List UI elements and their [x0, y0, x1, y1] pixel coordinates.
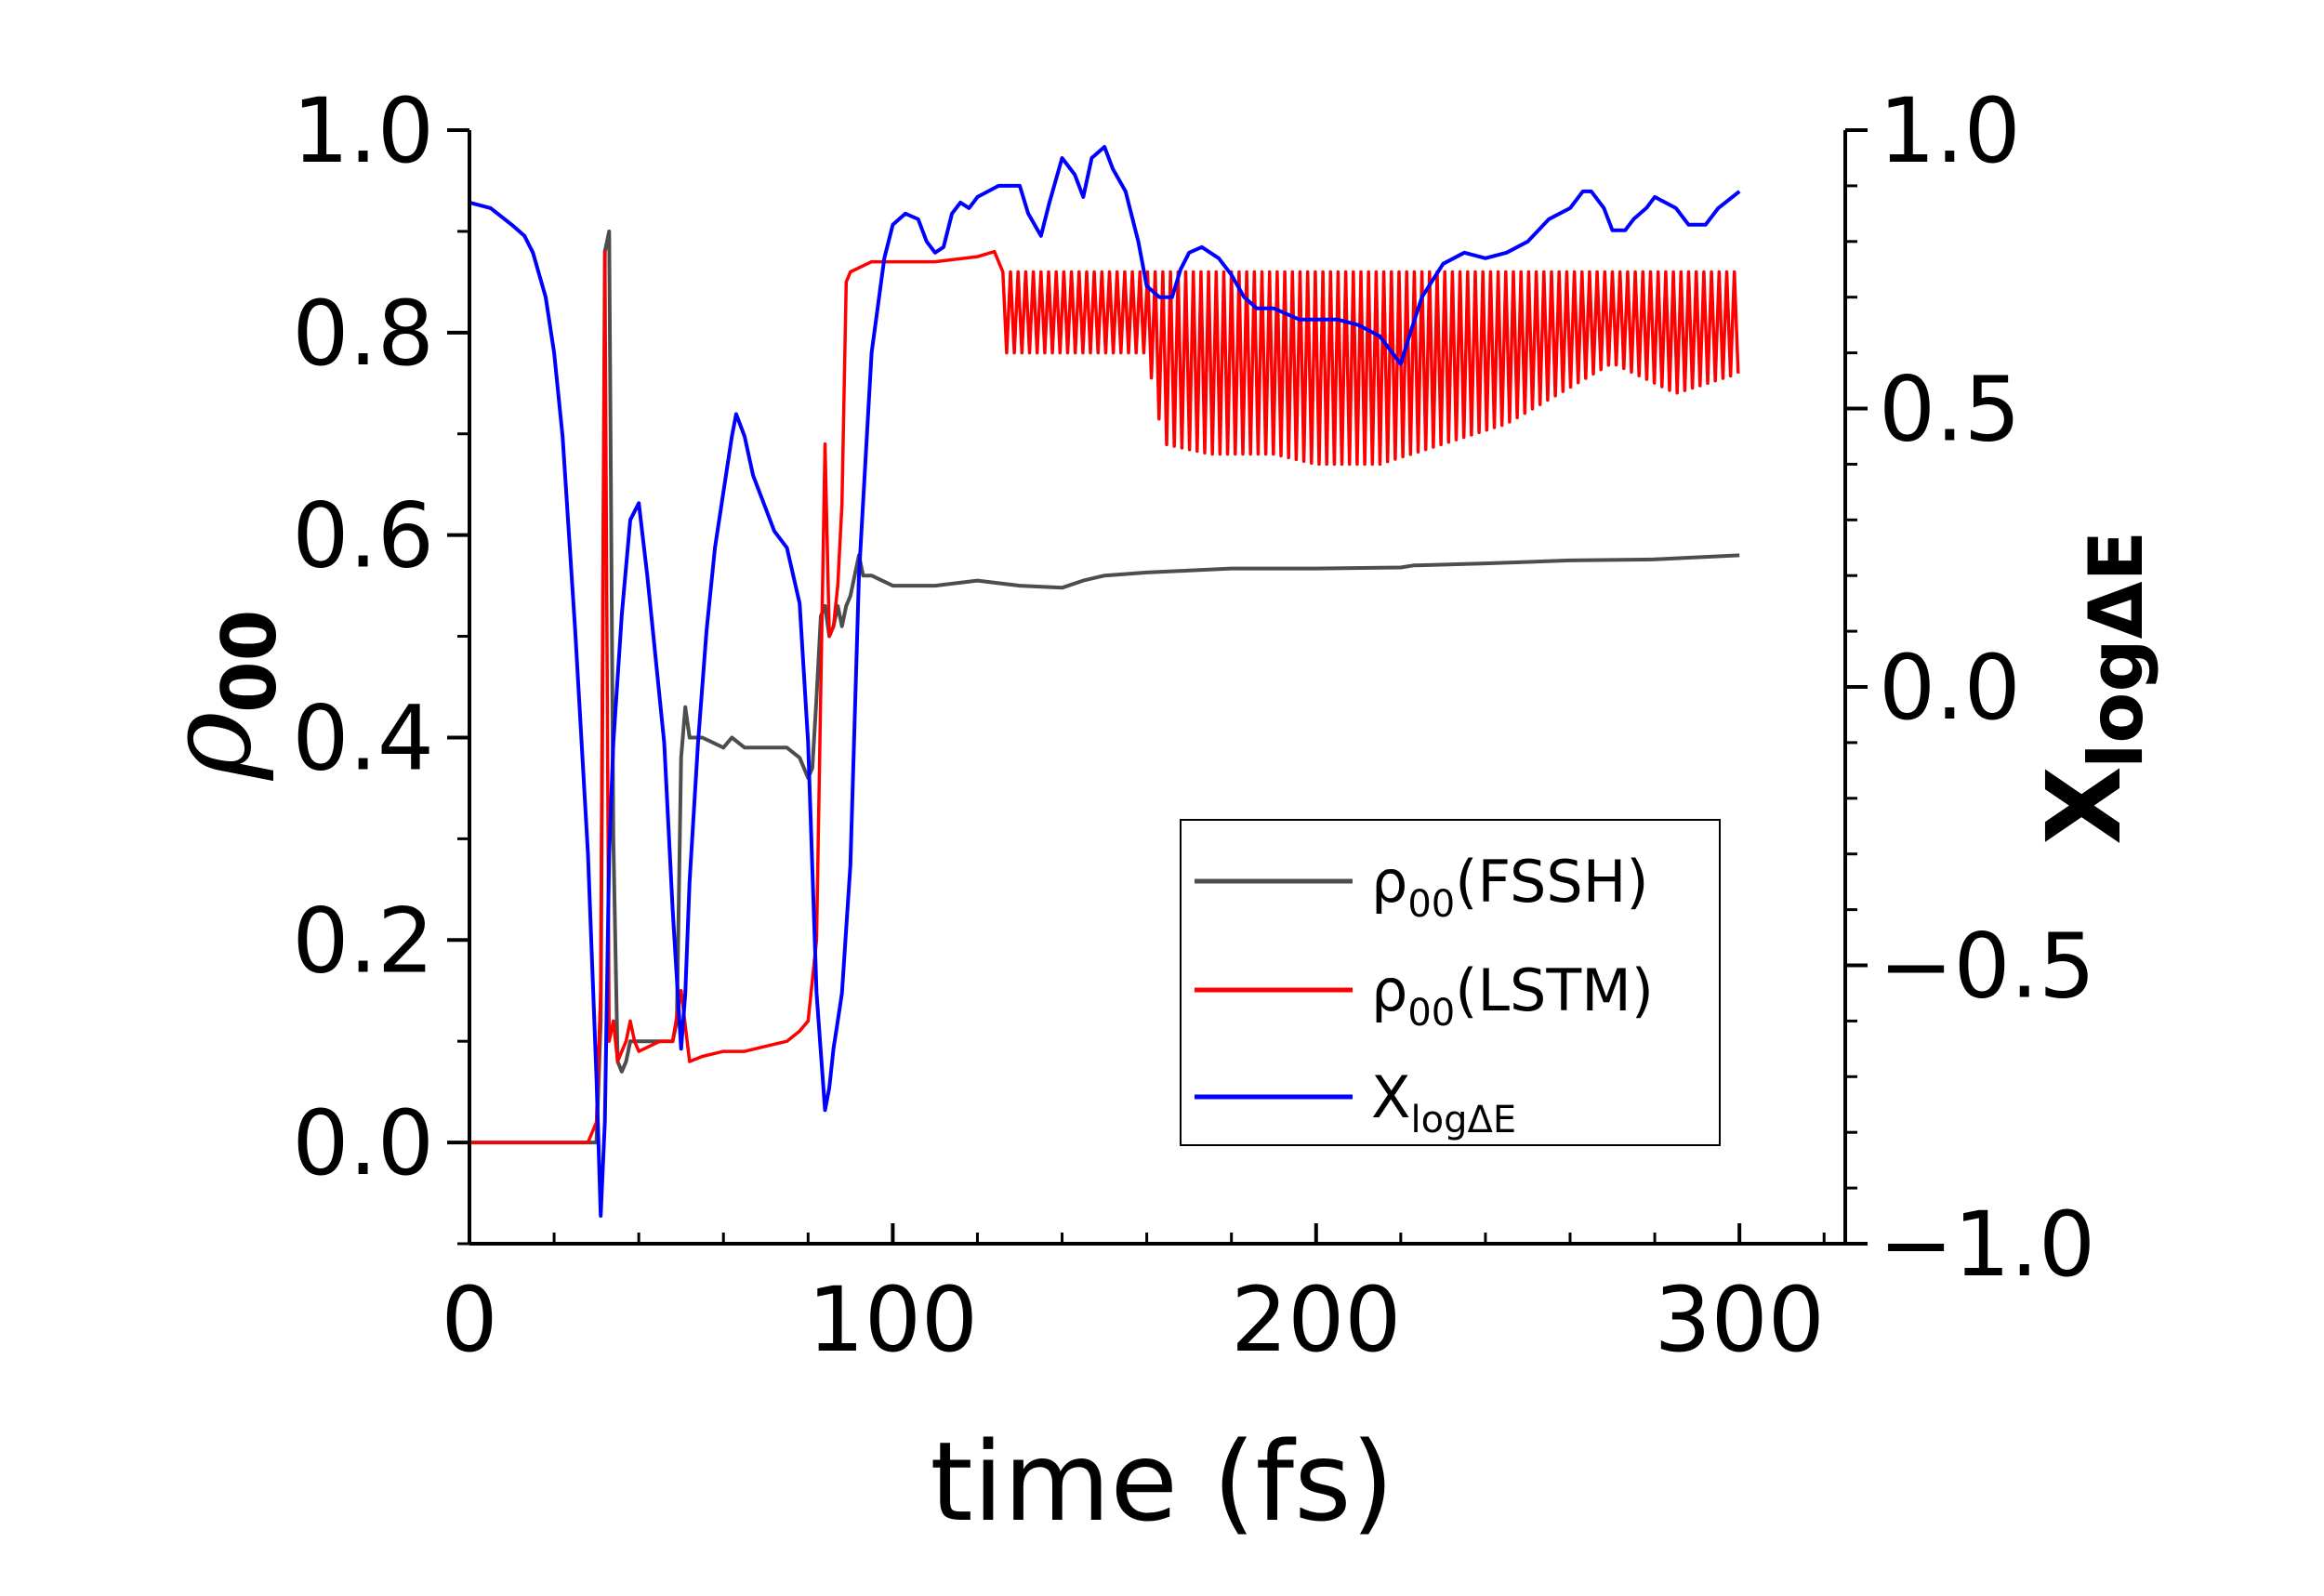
- legend-label-2: ρ00(LSTM): [1371, 956, 1654, 1035]
- y-tick-label: 0.0: [292, 1091, 434, 1195]
- y2-tick-label: 1.0: [1879, 79, 2021, 183]
- y-tick-label: 0.8: [292, 282, 434, 386]
- y2-axis-title-main: X: [2025, 766, 2144, 845]
- y-tick-label: 0.6: [292, 484, 434, 588]
- y2-tick-label: 0.5: [1879, 358, 2021, 462]
- x-axis-title: time (fs): [930, 1418, 1393, 1546]
- x-tick-label: 0: [441, 1268, 497, 1372]
- series-line-3: [469, 145, 1741, 1218]
- y2-tick-label: −0.5: [1879, 915, 2095, 1019]
- y-tick-label: 0.2: [292, 889, 434, 993]
- legend: ρ00(FSSH) ρ00(LSTM) XlogΔE: [1180, 819, 1721, 1146]
- y2-axis-title-sub: logΔE: [2073, 531, 2159, 769]
- y-tick-label: 1.0: [292, 79, 434, 183]
- y2-tick-label: 0.0: [1879, 636, 2021, 740]
- y-tick-label: 0.4: [292, 686, 434, 790]
- y-axis-title-main: ρ: [142, 712, 277, 783]
- x-tick-label: 200: [1231, 1268, 1401, 1372]
- x-tick-label: 100: [808, 1268, 978, 1372]
- legend-label-3: XlogΔE: [1371, 1063, 1516, 1141]
- y2-tick-label: −1.0: [1879, 1193, 2095, 1297]
- y-axis-title-sub: 00: [206, 610, 293, 713]
- series-line-2: [469, 249, 1740, 1144]
- right-y-axis-title: X logΔE: [2025, 531, 2159, 845]
- x-tick-label: 300: [1655, 1268, 1825, 1372]
- legend-label-1: ρ00(FSSH): [1371, 848, 1649, 926]
- legend-box: [1180, 819, 1721, 1146]
- left-y-axis-title: ρ 00: [142, 610, 293, 782]
